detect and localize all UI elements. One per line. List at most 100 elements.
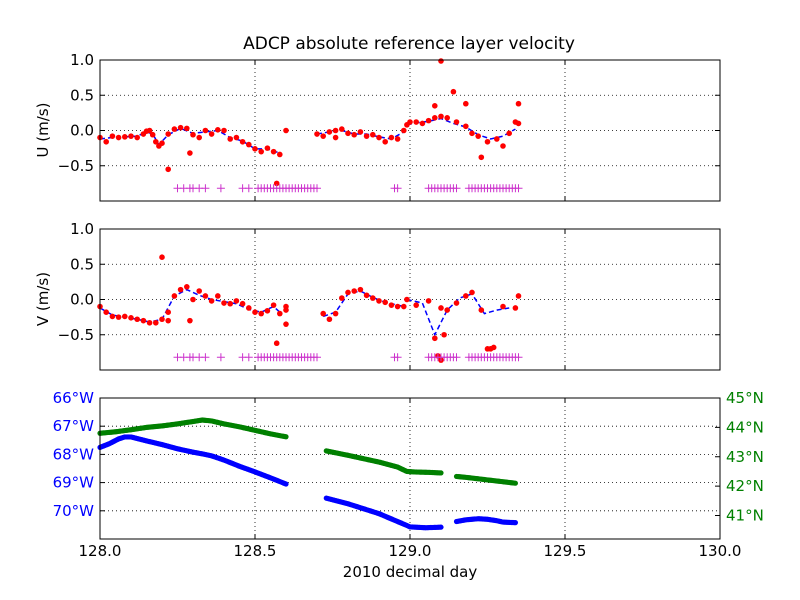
- v-data-point: [196, 288, 202, 294]
- u-data-point: [103, 138, 109, 145]
- u-data-point: [171, 126, 178, 132]
- u-data-point: [202, 127, 209, 134]
- u-flag-marker: [393, 184, 402, 193]
- v-ytick-label: 1.0: [70, 220, 94, 238]
- u-data-point: [345, 130, 351, 137]
- u-data-point: [453, 119, 460, 125]
- v-data-point: [463, 293, 469, 299]
- u-data-point: [270, 148, 277, 155]
- v-ytick-label: 0.5: [70, 255, 94, 273]
- v-data-point: [187, 317, 193, 324]
- u-data-point: [122, 134, 128, 140]
- v-data-point: [146, 319, 153, 326]
- v-data-point: [165, 309, 171, 315]
- u-data-point: [394, 136, 401, 142]
- u-velocity-panel: −0.5 0.0 0.5 1.0 U (m/s): [34, 51, 721, 202]
- u-flag-marker: [514, 184, 523, 193]
- v-data-point: [215, 293, 221, 299]
- u-data-point: [478, 154, 485, 161]
- v-data-point: [103, 309, 109, 315]
- v-data-point: [351, 288, 358, 294]
- v-data-point: [413, 302, 420, 308]
- u-data-point: [401, 127, 407, 134]
- v-flag-marker: [393, 353, 402, 362]
- v-data-point: [345, 289, 351, 296]
- u-data-point: [190, 131, 196, 138]
- u-data-point: [506, 130, 512, 137]
- v-data-point: [165, 317, 171, 324]
- u-data-point: [239, 138, 246, 145]
- v-data-point: [270, 302, 277, 308]
- u-data-point: [320, 133, 327, 139]
- u-data-point: [177, 124, 184, 131]
- v-data-point: [441, 331, 447, 338]
- latitude-point: [438, 470, 444, 476]
- v-data-point: [109, 313, 116, 320]
- v-data-point: [227, 300, 233, 307]
- v-data-point: [394, 303, 401, 310]
- u-data-point: [165, 131, 171, 137]
- v-data-point: [283, 307, 289, 313]
- chart-title: ADCP absolute reference layer velocity: [243, 34, 575, 54]
- u-data-point: [469, 130, 475, 137]
- u-data-point: [165, 166, 171, 173]
- u-data-point: [273, 180, 280, 187]
- u-data-point: [187, 150, 193, 156]
- v-data-point: [376, 298, 382, 304]
- v-flag-marker: [216, 353, 225, 362]
- u-data-point: [109, 133, 116, 139]
- u-data-point: [246, 141, 252, 148]
- latitude-tick-label: 41°N: [726, 507, 764, 525]
- v-data-point: [140, 317, 147, 324]
- v-data-point: [363, 292, 370, 299]
- u-data-point: [484, 138, 491, 145]
- v-data-point: [153, 319, 159, 326]
- v-data-point: [171, 293, 178, 299]
- x-axis-label: 2010 decimal day: [343, 563, 478, 581]
- u-ytick-label: 1.0: [70, 51, 94, 69]
- u-data-point: [515, 100, 522, 107]
- v-data-point: [500, 303, 506, 310]
- u-data-point: [258, 148, 265, 155]
- v-data-point: [184, 284, 190, 290]
- u-data-point: [233, 134, 240, 141]
- u-flag-marker: [244, 184, 253, 193]
- v-data-point: [239, 300, 246, 307]
- v-data-point: [326, 316, 333, 323]
- u-data-point: [146, 127, 153, 134]
- v-data-point: [432, 335, 438, 342]
- v-data-point: [404, 296, 410, 303]
- u-data-point: [153, 138, 159, 145]
- u-data-point: [196, 134, 202, 141]
- u-data-point: [382, 138, 389, 145]
- u-data-point: [407, 119, 413, 125]
- u-ylabel: U (m/s): [34, 103, 52, 158]
- v-data-point: [258, 310, 265, 317]
- v-data-point: [233, 298, 240, 304]
- v-data-point: [357, 286, 364, 293]
- v-data-point: [490, 344, 497, 351]
- v-data-point: [159, 254, 165, 260]
- u-data-point: [227, 136, 233, 142]
- u-data-point: [351, 131, 358, 138]
- u-data-point: [450, 88, 457, 95]
- v-data-point: [277, 310, 283, 317]
- u-data-point: [432, 103, 438, 109]
- v-data-point: [221, 300, 227, 306]
- v-model-line: [406, 292, 510, 337]
- longitude-point: [438, 524, 444, 530]
- v-data-point: [382, 299, 389, 306]
- u-data-point: [252, 146, 258, 152]
- v-data-point: [401, 303, 407, 310]
- pos-xtick-label: 129.5: [544, 542, 587, 560]
- u-data-point: [425, 117, 432, 124]
- pos-xtick-label: 130.0: [699, 542, 742, 560]
- u-flag-marker: [216, 184, 225, 193]
- u-data-point: [134, 134, 140, 141]
- v-velocity-panel: −0.5 0.0 0.5 1.0 V (m/s): [34, 220, 721, 371]
- u-data-point: [149, 131, 156, 138]
- v-data-point: [339, 295, 345, 301]
- position-panel: 128.0 128.5 129.0 129.5 130.0 66°W 67°W 68°W 69°…: [53, 389, 764, 581]
- u-data-point: [463, 100, 469, 107]
